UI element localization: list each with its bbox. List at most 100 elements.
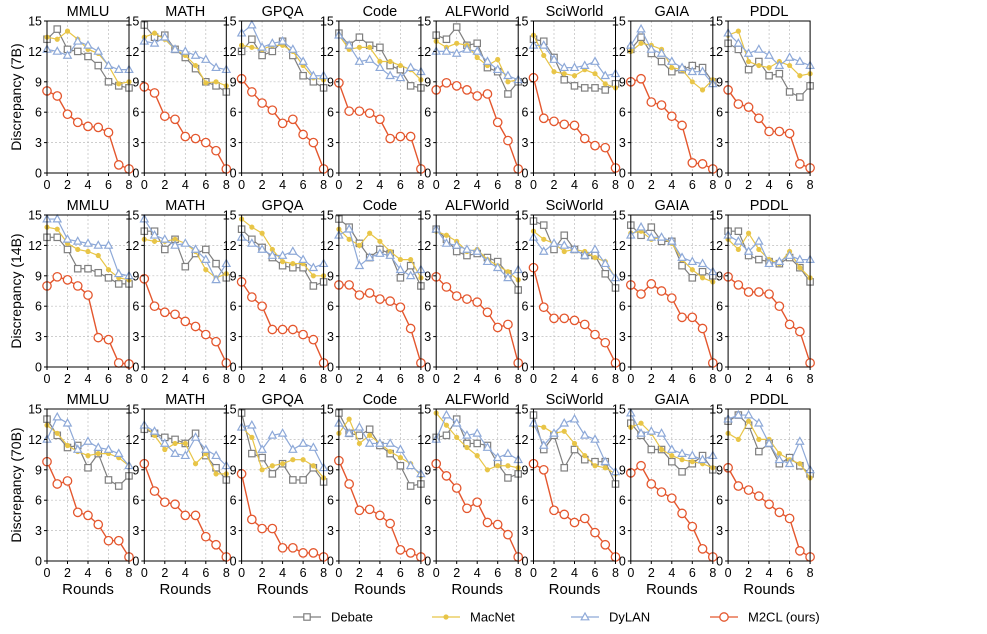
point-macnet-1	[638, 420, 644, 426]
point-dylan-7	[503, 70, 513, 80]
y-tick-label: 3	[230, 136, 237, 150]
point-m2cl-ours-3	[364, 288, 375, 298]
point-dylan-3	[364, 54, 375, 63]
point-dylan-1	[52, 213, 63, 223]
y-tick-label: 9	[132, 269, 139, 283]
x-tick-label: 4	[85, 566, 92, 580]
point-macnet-7	[505, 463, 511, 469]
y-tick-label: 3	[716, 524, 723, 538]
series-dylan	[334, 417, 426, 478]
y-tick-label: 12	[28, 433, 42, 447]
point-macnet-6	[689, 459, 695, 465]
point-macnet-4	[280, 259, 286, 265]
x-tick-label: 2	[356, 372, 363, 386]
series-m2cl-ours	[139, 82, 232, 174]
point-macnet-6	[397, 455, 404, 461]
point-debate-3	[657, 57, 666, 66]
x-axis-label: Rounds	[743, 581, 795, 598]
point-debate-1	[442, 35, 451, 44]
point-m2cl-ours-6	[395, 302, 406, 313]
x-axis-label: Rounds	[354, 581, 406, 598]
point-m2cl-ours-6	[103, 334, 114, 345]
y-tick-label: 0	[35, 361, 42, 375]
point-m2cl-ours-2	[549, 116, 559, 127]
point-macnet-6	[689, 267, 695, 273]
point-m2cl-ours-4	[569, 315, 580, 326]
point-m2cl-ours-5	[579, 513, 590, 524]
y-tick-label: 6	[716, 106, 723, 120]
point-m2cl-ours-4	[83, 121, 93, 132]
point-dylan-6	[298, 438, 308, 447]
x-tick-label: 8	[223, 372, 230, 386]
y-tick-label: 15	[612, 403, 626, 417]
point-macnet-6	[689, 79, 695, 85]
panel-title: ALFWorld	[445, 4, 509, 20]
point-dylan-6	[590, 56, 600, 65]
y-tick-label: 9	[230, 463, 237, 477]
point-m2cl-ours-2	[354, 505, 365, 516]
point-m2cl-ours-3	[72, 281, 83, 291]
panel-title: MATH	[165, 392, 205, 408]
point-macnet-1	[249, 434, 255, 440]
y-tick-label: 3	[327, 136, 334, 150]
series-dylan	[723, 27, 815, 69]
point-macnet-7	[408, 256, 414, 263]
point-m2cl-ours-3	[170, 114, 180, 125]
x-tick-label: 8	[709, 178, 716, 192]
y-tick-label: 3	[424, 524, 431, 538]
point-debate-3	[268, 470, 277, 478]
y-tick-label: 12	[320, 433, 334, 447]
x-tick-label: 6	[689, 372, 696, 386]
point-macnet-7	[797, 461, 803, 467]
point-macnet-5	[387, 58, 393, 65]
point-macnet-1	[249, 44, 255, 50]
panels-layer: Discrepancy (7B) MMLU 0 3 6 9 12 15 0 2 4 6 8 MATH 0 3 6…	[8, 4, 815, 598]
point-dylan-6	[103, 60, 114, 69]
point-dylan-6	[784, 250, 795, 259]
y-tick-label: 6	[716, 300, 723, 314]
legend-label: Debate	[331, 610, 373, 625]
panel-title: PDDL	[750, 198, 789, 214]
point-m2cl-ours-4	[666, 493, 677, 504]
point-macnet-4	[571, 440, 578, 447]
x-tick-label: 0	[433, 372, 440, 386]
point-m2cl-ours-1	[344, 479, 354, 489]
point-m2cl-ours-2	[62, 109, 73, 120]
point-debate-6	[785, 88, 794, 96]
x-tick-label: 8	[417, 372, 424, 386]
point-debate-7	[504, 90, 512, 98]
x-tick-label: 6	[592, 372, 599, 386]
point-dylan-3	[72, 236, 83, 245]
x-tick-label: 0	[530, 566, 537, 580]
point-dylan-2	[549, 428, 559, 437]
y-tick-label: 9	[327, 75, 334, 89]
x-tick-label: 6	[494, 566, 501, 580]
series-m2cl-ours	[431, 458, 524, 562]
point-macnet-5	[679, 457, 685, 463]
point-macnet-2	[454, 40, 460, 46]
point-m2cl-ours-3	[170, 309, 180, 320]
point-macnet-3	[756, 62, 762, 69]
point-m2cl-ours-4	[375, 294, 385, 304]
point-dylan-3	[754, 236, 764, 245]
point-m2cl-ours-3	[170, 499, 180, 510]
point-m2cl-ours-7	[503, 135, 513, 146]
point-dylan-4	[666, 236, 677, 245]
point-m2cl-ours-2	[646, 279, 657, 289]
y-tick-label: 6	[132, 300, 139, 314]
point-macnet-4	[377, 238, 383, 244]
point-debate-6	[396, 461, 405, 470]
point-m2cl-ours-3	[559, 313, 570, 324]
panel-title: MMLU	[67, 198, 110, 214]
row-ylabel-0: Discrepancy (7B)	[8, 43, 24, 150]
series-m2cl-ours	[139, 273, 232, 368]
x-tick-label: 2	[161, 178, 168, 192]
x-tick-label: 2	[64, 178, 71, 192]
series-dylan	[431, 44, 524, 84]
y-tick-label: 15	[612, 209, 626, 223]
x-tick-label: 2	[551, 372, 558, 386]
point-dylan-7	[211, 62, 221, 72]
point-m2cl-ours-6	[492, 519, 503, 530]
